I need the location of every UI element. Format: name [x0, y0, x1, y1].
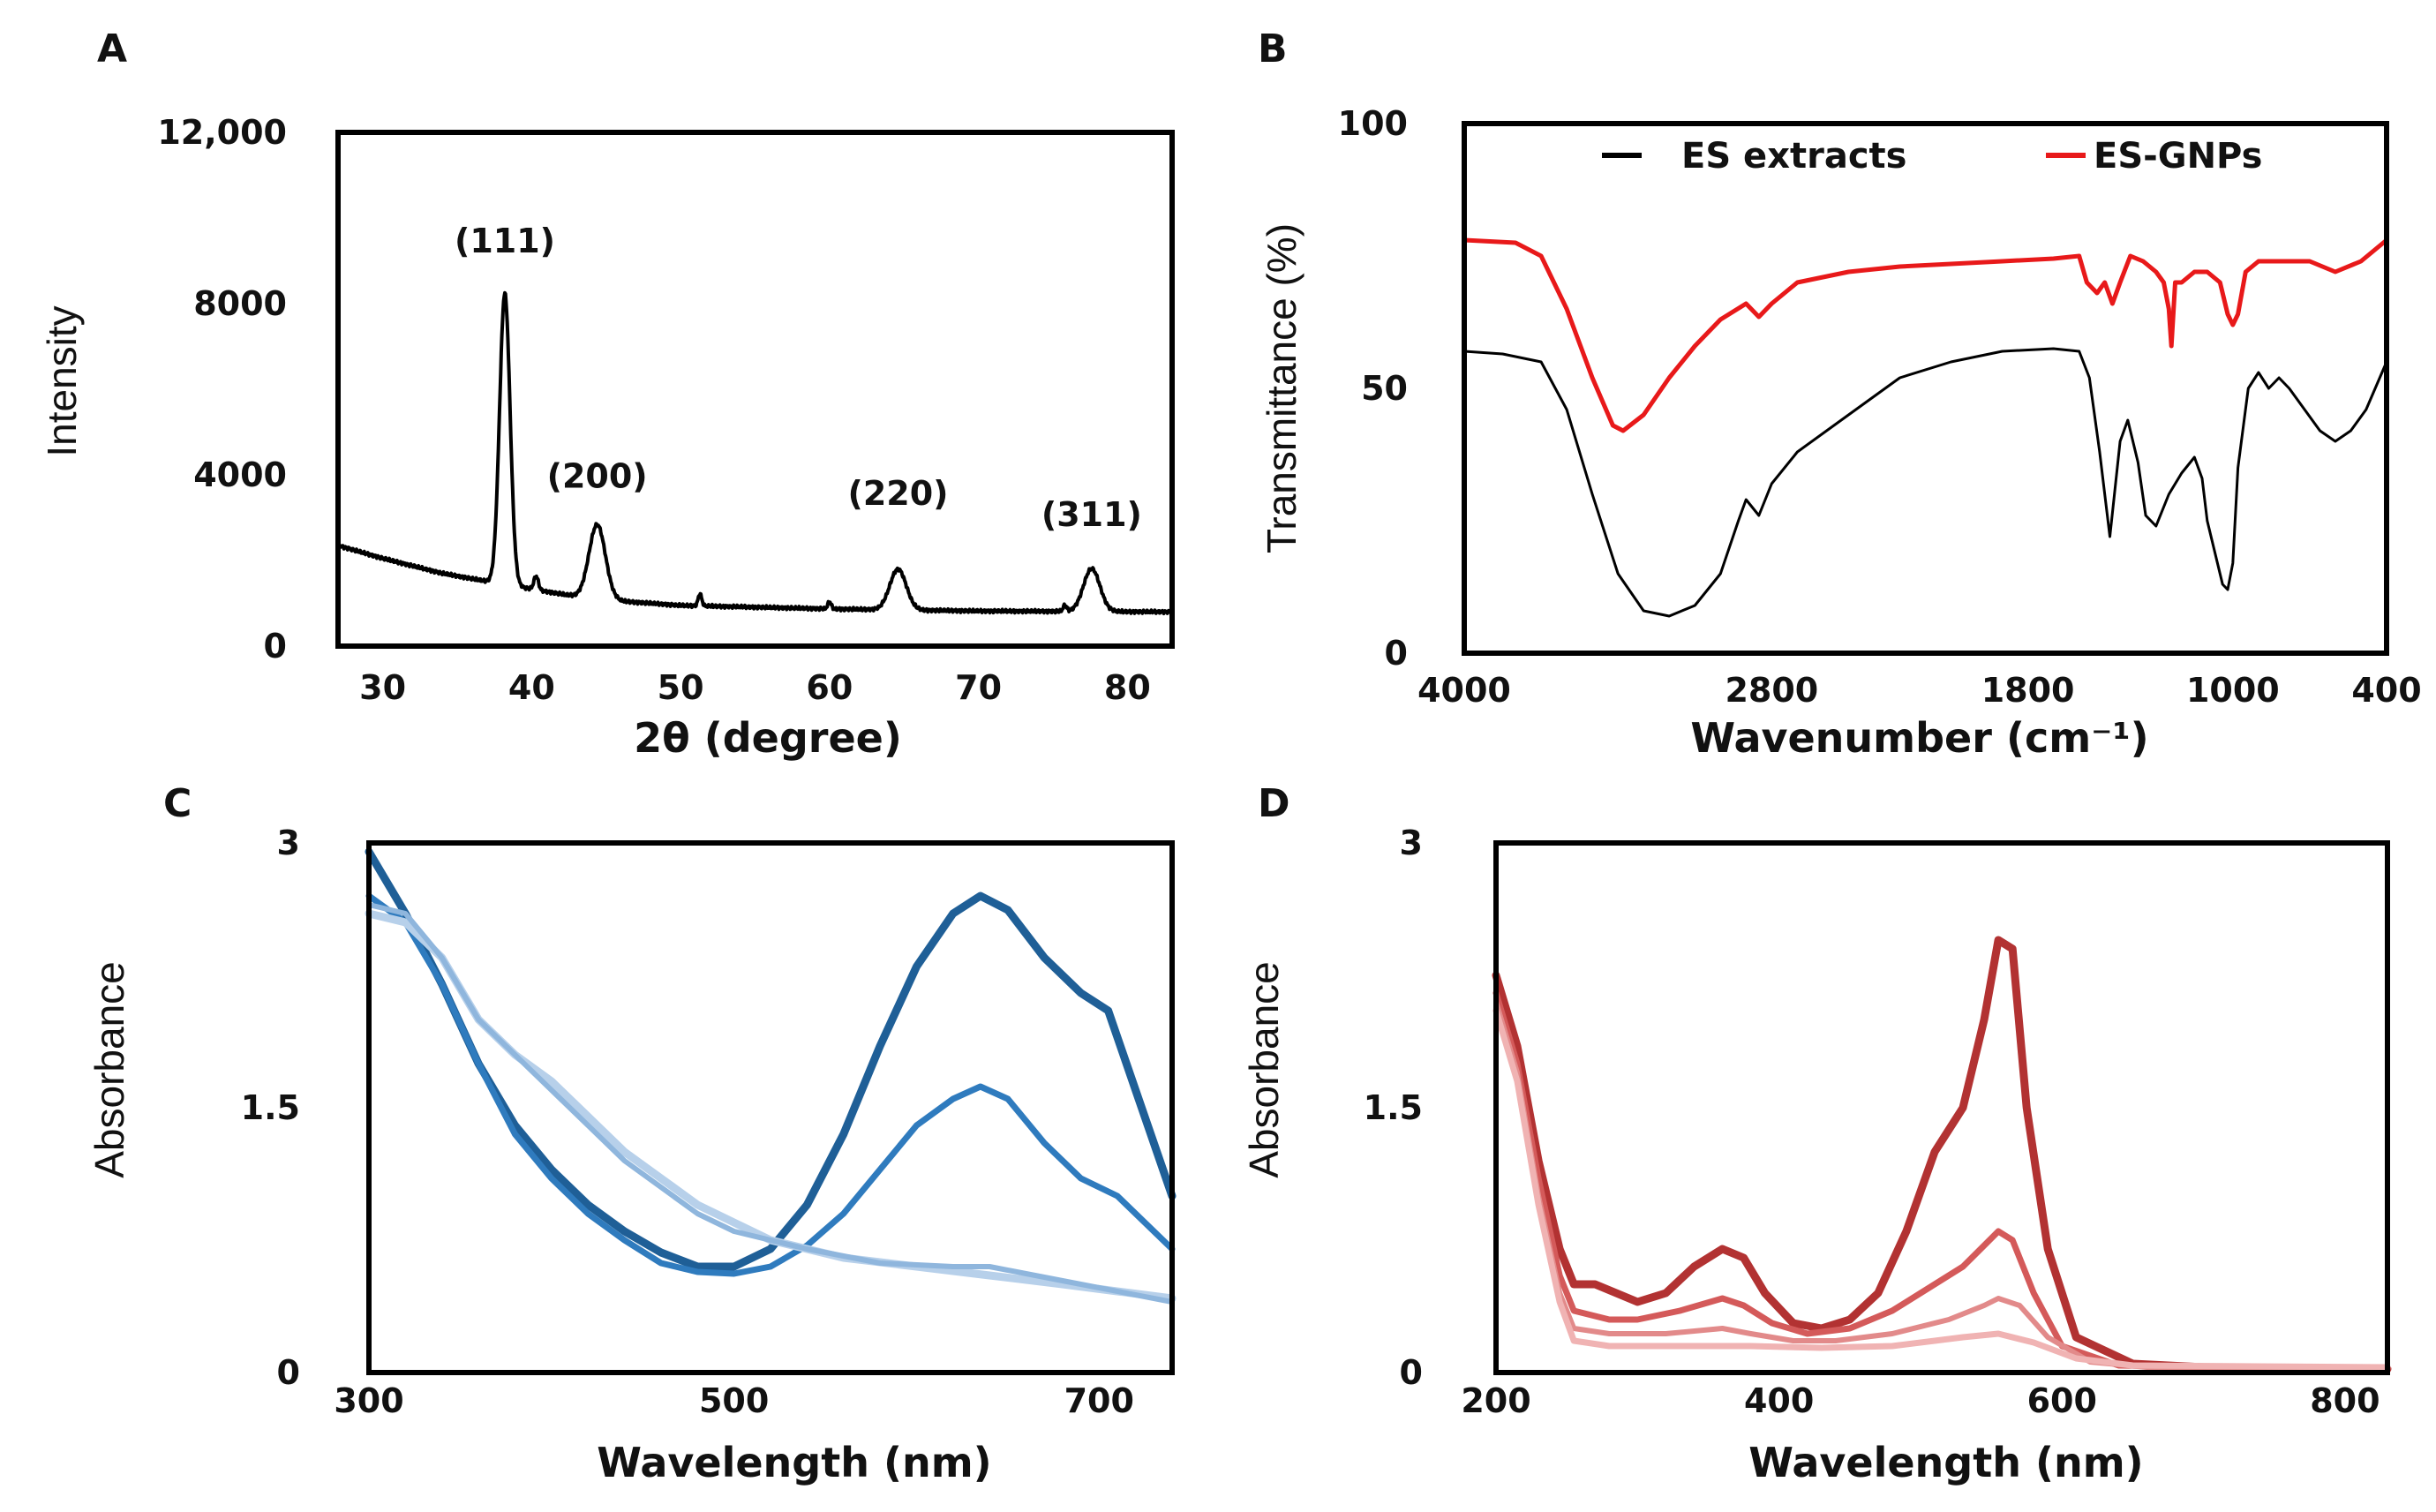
- panel-d-series-d3: [1493, 999, 2390, 1372]
- panel-a-xtick-label: 50: [658, 668, 704, 707]
- panel-a-xtick-label: 30: [359, 668, 406, 707]
- panel-b-ytick-label: 0: [1385, 634, 1408, 673]
- panel-d-series-d4: [1492, 1007, 2391, 1371]
- panel-d-xlabel: Wavelength (nm): [1748, 1439, 2143, 1486]
- peak-label: (111): [455, 222, 555, 260]
- panel-d-ytick-label: 3: [1400, 824, 1423, 862]
- panel-b-frame: [1462, 121, 2389, 656]
- panel-b-ylabel: Transmittance (%): [1259, 223, 1304, 553]
- panel-a-xlabel: 2θ (degree): [634, 714, 902, 762]
- panel-b-series-es-extracts: [1462, 347, 2388, 618]
- panel-c-series-c1: [365, 847, 1177, 1271]
- panel-c-series-c2: [365, 892, 1176, 1277]
- panel-c-ytick-label: 1.5: [241, 1088, 300, 1127]
- panel-c-letter: C: [163, 781, 192, 826]
- panel-a-frame: [335, 130, 1175, 649]
- panel-a-xtick-label: 60: [806, 668, 853, 707]
- panel-b-ytick-label: 100: [1338, 104, 1408, 143]
- panel-d-frame: [1493, 840, 2390, 1375]
- panel-d-xtick-label: 400: [1744, 1381, 1814, 1420]
- panel-c-ytick-label: 3: [277, 824, 300, 862]
- panel-a-ytick-label: 8000: [193, 284, 287, 323]
- panel-a-ytick-label: 0: [264, 627, 287, 666]
- panel-a: A 30 40 50 60 70 80 0 4000 8000 12,000 (111) (200) (…: [39, 26, 1175, 762]
- panel-b-xtick-label: 400: [2351, 671, 2421, 710]
- panel-b-legend: ES extracts ES-GNPs: [1602, 136, 2262, 177]
- panel-d-series-d1: [1492, 936, 2392, 1373]
- panel-c-frame: [366, 840, 1175, 1375]
- panel-d-xtick-label: 200: [1461, 1381, 1530, 1420]
- panel-d-series-d2: [1492, 989, 2391, 1373]
- panel-b-xtick-label: 1800: [1981, 671, 2075, 710]
- panel-b-xtick-label: 2800: [1725, 671, 1818, 710]
- panel-c-ylabel: Absorbance: [86, 961, 132, 1178]
- panel-a-letter: A: [97, 26, 127, 71]
- panel-c: C 300 500 700 0 1.5 3 Wavelength (nm) Absorba…: [86, 781, 1177, 1486]
- panel-d-ylabel: Absorbance: [1241, 961, 1287, 1178]
- panel-c-ytick-label: 0: [277, 1353, 300, 1392]
- panel-b-series-es-gnps: [1462, 237, 2389, 433]
- panel-a-ytick-label: 4000: [193, 455, 287, 494]
- panel-b-xtick-label: 4000: [1417, 671, 1511, 710]
- panel-a-series-xrd: [336, 290, 1174, 616]
- panel-a-xtick-label: 70: [955, 668, 1002, 707]
- peak-label: (200): [547, 457, 648, 496]
- panel-c-xtick-label: 500: [699, 1381, 769, 1420]
- panel-a-ytick-label: 12,000: [157, 113, 287, 152]
- panel-d: D 200 400 600 800 0 1.5 3 Wavelength (nm) Abso…: [1241, 781, 2392, 1486]
- panel-c-xtick-label: 700: [1064, 1381, 1134, 1420]
- panel-c-series-c4: [366, 902, 1175, 1305]
- legend-label-es-gnps: ES-GNPs: [2094, 136, 2262, 177]
- panel-b-ytick-label: 50: [1361, 369, 1408, 408]
- panel-c-xtick-label: 300: [334, 1381, 403, 1420]
- panel-b-xtick-label: 1000: [2186, 671, 2280, 710]
- panel-a-ylabel: Intensity: [39, 305, 85, 456]
- panel-d-xtick-label: 600: [2027, 1381, 2097, 1420]
- panel-a-xtick-label: 40: [508, 668, 555, 707]
- panel-d-ytick-label: 0: [1400, 1353, 1423, 1392]
- peak-label: (220): [847, 474, 948, 513]
- panel-b-xlabel: Wavenumber (cm⁻¹): [1690, 714, 2148, 762]
- panel-d-xtick-label: 800: [2310, 1381, 2380, 1420]
- panel-d-ytick-label: 1.5: [1364, 1088, 1423, 1127]
- panel-b-letter: B: [1258, 26, 1288, 71]
- peak-label: (311): [1041, 495, 1142, 534]
- panel-a-xtick-label: 80: [1104, 668, 1151, 707]
- panel-d-letter: D: [1258, 781, 1290, 826]
- panel-c-xlabel: Wavelength (nm): [597, 1439, 991, 1486]
- legend-label-es-extracts: ES extracts: [1681, 136, 1906, 177]
